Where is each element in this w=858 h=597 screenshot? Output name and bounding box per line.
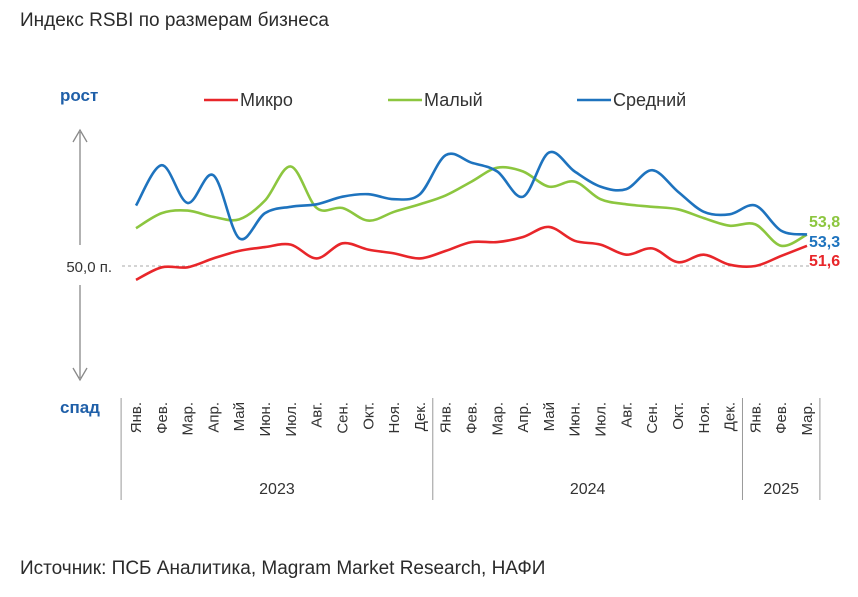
end-label-3: 53,3 [809, 234, 840, 251]
x-tick-label: Авг. [309, 402, 326, 428]
series-line-2 [135, 165, 808, 248]
x-tick-label: Фев. [773, 402, 790, 434]
x-tick-label: Апр. [515, 402, 532, 433]
series-line-3 [134, 150, 808, 241]
x-tick-label: Июн. [257, 402, 274, 436]
x-tick-label: Июл. [283, 402, 300, 437]
legend-label-3: Средний [613, 90, 686, 110]
axis-label-decline: спад [60, 398, 100, 417]
x-tick-label: Фев. [464, 402, 481, 434]
year-label-2025: 2025 [763, 481, 799, 498]
year-label-2023: 2023 [259, 481, 295, 498]
x-tick-label: Мар. [180, 402, 197, 436]
legend-label-1: Микро [240, 90, 293, 110]
x-tick-label: Ноя. [696, 402, 713, 433]
end-label-2: 53,8 [809, 214, 840, 231]
x-tick-label: Фев. [154, 402, 171, 434]
x-tick-label: Май [541, 402, 558, 431]
x-tick-label: Янв. [747, 402, 764, 433]
x-tick-label: Окт. [360, 402, 377, 430]
x-tick-label: Май [231, 402, 248, 431]
x-tick-label: Сен. [334, 402, 351, 434]
x-tick-label: Янв. [128, 402, 145, 433]
x-tick-label: Апр. [205, 402, 222, 433]
x-tick-label: Дек. [412, 402, 429, 431]
end-label-1: 51,6 [809, 253, 840, 270]
x-tick-label: Мар. [489, 402, 506, 436]
x-tick-label: Июл. [593, 402, 610, 437]
series-line-1 [135, 225, 808, 282]
x-tick-label: Ноя. [386, 402, 403, 433]
legend-label-2: Малый [424, 90, 483, 110]
chart-title: Индекс RSBI по размерам бизнеса [20, 10, 329, 31]
x-tick-label: Сен. [644, 402, 661, 434]
x-tick-label: Июн. [567, 402, 584, 436]
x-tick-label: Авг. [618, 402, 635, 428]
chart: рост спад 50,0 п. Микро Малый Средний 53,8 53,3… [60, 86, 840, 500]
reference-line-label: 50,0 п. [66, 259, 112, 276]
x-tick-label: Янв. [438, 402, 455, 433]
axis-label-growth: рост [60, 86, 98, 105]
x-tick-label: Мар. [799, 402, 816, 436]
decline-arrow-head [72, 367, 88, 382]
x-tick-label: Окт. [670, 402, 687, 430]
source-note: Источник: ПСБ Аналитика, Magram Market R… [20, 558, 546, 579]
x-tick-label: Дек. [722, 402, 739, 431]
growth-arrow-head [72, 128, 88, 143]
year-label-2024: 2024 [570, 481, 606, 498]
